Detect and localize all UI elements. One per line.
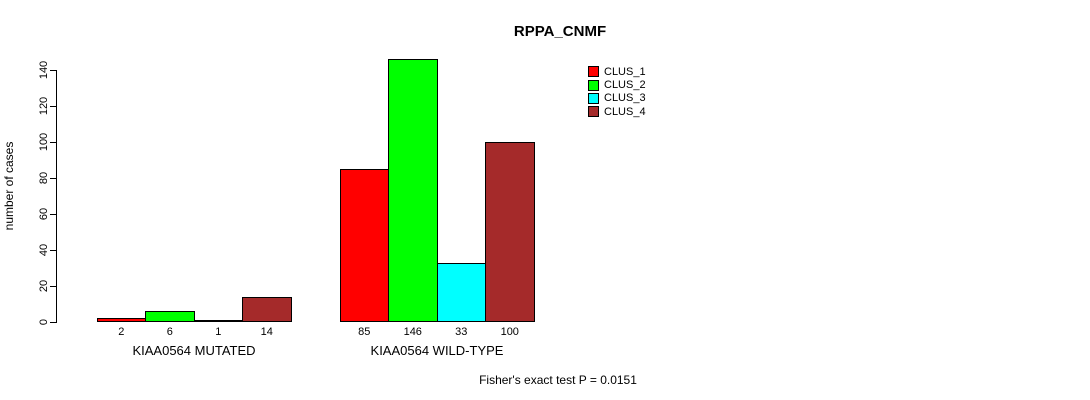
bar-clus_4-kiaa0564-wild-type [485,142,535,322]
legend-item-clus_4: CLUS_4 [588,105,646,118]
legend-label: CLUS_3 [604,92,646,105]
y-axis-line [56,70,57,323]
y-axis-tick [50,142,56,143]
bar-value-label: 100 [500,326,519,338]
y-axis-tick [50,178,56,179]
y-axis-tick-label: 60 [38,207,50,221]
bar-value-label: 1 [215,326,222,338]
y-axis-tick [50,106,56,107]
bar-clus_3-kiaa0564-mutated [193,320,243,322]
bar-value-label: 2 [118,326,125,338]
x-group-label-kiaa0564-wild-type: KIAA0564 WILD-TYPE [370,343,504,358]
stats-annotation: Fisher's exact test P = 0.0151 [479,373,637,387]
chart-title: RPPA_CNMF [513,23,607,40]
bar-value-label: 146 [403,326,422,338]
bar-value-label: 14 [260,326,273,338]
y-axis-tick-label: 80 [38,171,50,185]
bar-value-label: 6 [166,326,173,338]
y-axis-tick [50,286,56,287]
legend-label: CLUS_4 [604,105,646,118]
bar-value-label: 33 [455,326,468,338]
y-axis-tick-label: 100 [38,132,50,152]
y-axis-label: number of cases [2,141,16,231]
y-axis-tick [50,322,56,323]
legend-item-clus_2: CLUS_2 [588,78,646,91]
legend-label: CLUS_2 [604,79,646,92]
y-axis-tick-label: 40 [38,243,50,257]
y-axis-tick-label: 120 [38,96,50,116]
y-axis-tick [50,214,56,215]
bar-value-label: 85 [358,326,371,338]
bar-clus_2-kiaa0564-wild-type [388,59,438,322]
y-axis-tick [50,70,56,71]
bar-clus_4-kiaa0564-mutated [242,296,292,322]
bar-clus_2-kiaa0564-mutated [145,311,195,322]
legend-swatch-clus_4 [588,106,599,118]
legend-label: CLUS_1 [604,65,646,78]
legend-item-clus_3: CLUS_3 [588,92,646,105]
x-group-label-kiaa0564-mutated: KIAA0564 MUTATED [132,343,256,358]
legend: CLUS_1 CLUS_2 CLUS_3 CLUS_4 [588,65,646,119]
legend-item-clus_1: CLUS_1 [588,65,646,78]
y-axis-tick-label: 140 [38,60,50,80]
legend-swatch-clus_1 [588,66,599,78]
y-axis-tick-label: 20 [38,279,50,293]
bar-clus_1-kiaa0564-mutated [96,318,146,322]
bar-clus_3-kiaa0564-wild-type [436,262,486,322]
legend-swatch-clus_2 [588,79,599,91]
legend-swatch-clus_3 [588,92,599,104]
bar-clus_1-kiaa0564-wild-type [339,169,389,322]
y-axis-tick [50,250,56,251]
y-axis-tick-label: 0 [38,318,50,326]
